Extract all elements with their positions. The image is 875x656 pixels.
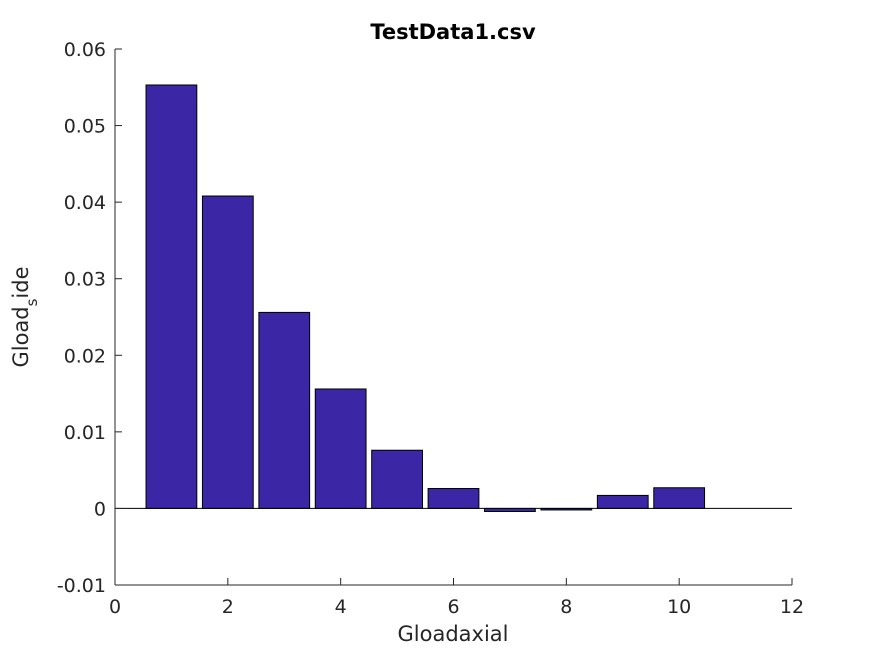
bar-3	[258, 311, 311, 509]
chart-title: TestData1.csv	[370, 20, 536, 44]
y-tick-label-4: 0.03	[64, 269, 106, 291]
bar-2	[201, 195, 254, 509]
x-tick-label-5: 10	[667, 596, 691, 618]
bar-5	[371, 449, 423, 509]
y-tick-label-2: 0.01	[64, 422, 106, 444]
y-tick-label-0: -0.01	[57, 575, 106, 597]
bar-6	[427, 488, 480, 509]
x-tick-label-3: 6	[447, 596, 459, 618]
bar-9	[596, 494, 649, 509]
y-tick-label-3: 0.02	[64, 345, 106, 367]
y-axis-label-rest: ide	[9, 266, 33, 298]
y-tick-label-1: 0	[94, 498, 106, 520]
y-tick-label-7: 0.06	[64, 39, 106, 61]
x-tick-label-1: 2	[222, 596, 234, 618]
bar-1	[145, 84, 198, 509]
x-tick-label-2: 4	[335, 596, 347, 618]
bar-4	[314, 388, 367, 509]
y-tick-label-6: 0.05	[64, 116, 106, 138]
x-tick-label-4: 8	[560, 596, 572, 618]
y-axis-label-sub: s	[23, 298, 41, 306]
x-axis-label: Gloadaxial	[398, 622, 509, 646]
bar-10	[653, 487, 706, 509]
x-tick-label-0: 0	[109, 596, 121, 618]
x-tick-label-6: 12	[780, 596, 804, 618]
y-axis-label-main: Gload	[9, 306, 33, 367]
y-tick-label-5: 0.04	[64, 192, 106, 214]
y-axis-label: Gloadside	[9, 266, 41, 367]
